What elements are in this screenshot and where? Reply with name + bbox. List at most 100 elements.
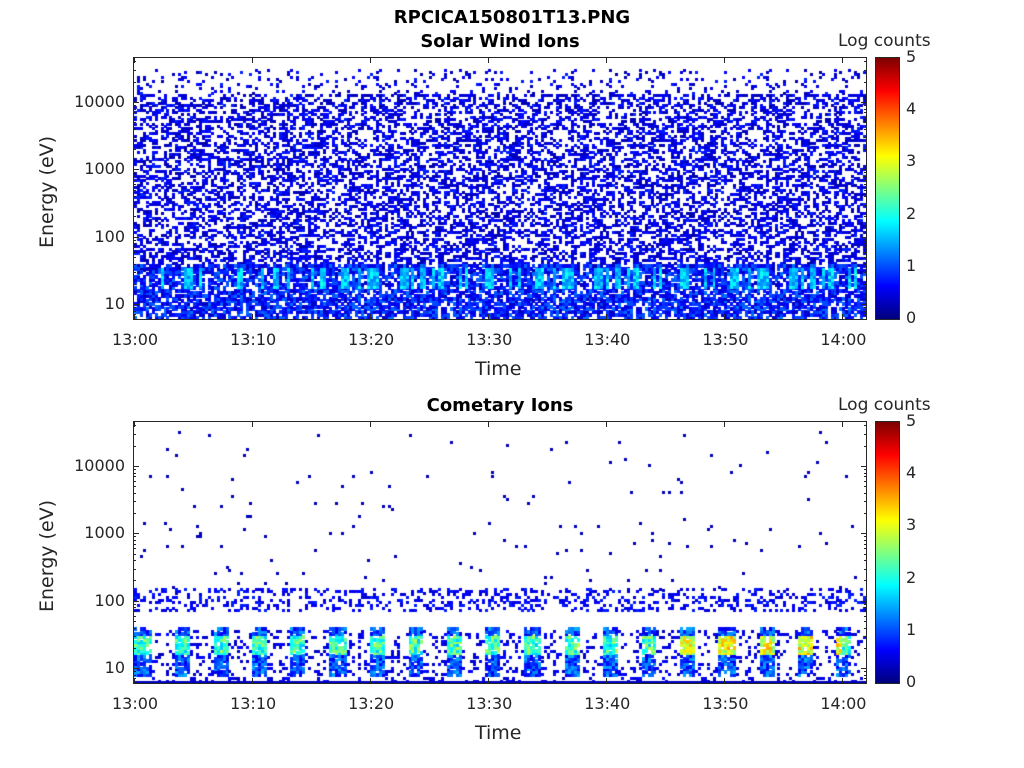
x-tick-label: 13:30 (466, 694, 513, 713)
y-tick-mark (864, 137, 867, 139)
y-tick-mark (864, 196, 867, 198)
y-tick-mark (133, 239, 136, 241)
y-tick-mark (133, 105, 136, 107)
x-tick-mark (252, 57, 254, 63)
y-tick-mark (864, 184, 867, 186)
x-tick-mark (842, 57, 844, 63)
x-tick-label: 13:40 (584, 694, 631, 713)
panel1-heatmap (134, 58, 866, 319)
y-tick-mark (864, 307, 867, 309)
y-tick-mark (864, 539, 867, 541)
y-tick-mark (133, 175, 136, 177)
x-tick-mark (370, 678, 372, 684)
x-tick-label: 13:40 (584, 330, 631, 349)
y-tick-mark (864, 469, 867, 471)
y-tick-mark (133, 425, 136, 427)
y-tick-mark (864, 179, 867, 181)
y-tick-mark (133, 465, 139, 467)
y-tick-mark (864, 69, 867, 71)
x-tick-mark (724, 314, 726, 320)
y-tick-mark (133, 683, 136, 684)
x-tick-mark (606, 57, 608, 63)
y-tick-mark (133, 304, 139, 306)
y-tick-mark (864, 108, 867, 110)
x-tick-label: 13:50 (702, 694, 749, 713)
y-tick-mark (133, 615, 136, 617)
y-tick-mark (133, 216, 136, 218)
y-tick-mark (864, 433, 867, 435)
x-tick-mark (842, 314, 844, 320)
panel2-plot-area (133, 421, 867, 684)
y-tick-mark (864, 251, 867, 253)
y-tick-mark (133, 600, 139, 602)
y-tick-mark (861, 101, 867, 103)
y-tick-mark (864, 310, 867, 312)
y-tick-mark (133, 271, 136, 273)
y-tick-mark (864, 149, 867, 151)
colorbar-tick-label: 2 (906, 203, 917, 223)
y-tick-mark (864, 271, 867, 273)
x-tick-mark (488, 314, 490, 320)
y-tick-mark (133, 189, 136, 191)
colorbar-tick-label: 3 (906, 151, 917, 171)
colorbar-tick-label: 0 (906, 308, 917, 327)
y-tick-mark (864, 501, 867, 503)
x-tick-label: 13:10 (230, 694, 277, 713)
y-tick-mark (133, 69, 136, 71)
y-tick-mark (133, 101, 139, 103)
y-tick-mark (133, 251, 136, 253)
y-tick-mark (133, 472, 136, 474)
y-tick-mark (133, 580, 136, 582)
y-tick-mark (864, 81, 867, 83)
y-tick-mark (133, 671, 136, 673)
y-tick-mark (133, 607, 136, 609)
y-tick-mark (864, 319, 867, 320)
x-tick-mark (842, 421, 844, 427)
y-tick-mark (133, 247, 136, 249)
panel1-colorbar (875, 57, 900, 320)
y-tick-mark (133, 314, 136, 316)
y-tick-mark (864, 256, 867, 258)
x-tick-mark (134, 314, 135, 320)
y-tick-mark (133, 560, 136, 562)
y-tick-mark (861, 668, 867, 670)
y-tick-mark (133, 668, 139, 670)
figure-title: RPCICA150801T13.PNG (393, 7, 631, 28)
x-tick-mark (724, 57, 726, 63)
y-tick-mark (133, 536, 136, 538)
y-tick-mark (133, 480, 136, 482)
y-tick-mark (864, 189, 867, 191)
y-tick-mark (864, 175, 867, 177)
y-tick-mark (864, 647, 867, 649)
y-tick-mark (864, 112, 867, 114)
y-tick-mark (133, 61, 136, 63)
panel1-plot-area (133, 57, 867, 320)
y-tick-mark (864, 486, 867, 488)
y-tick-mark (133, 283, 136, 285)
y-tick-mark (864, 671, 867, 673)
panel2-colorbar (875, 421, 900, 684)
y-tick-mark (864, 683, 867, 684)
x-tick-mark (134, 421, 135, 427)
y-tick-mark (133, 307, 136, 309)
y-tick-mark (133, 445, 136, 447)
x-tick-mark (724, 678, 726, 684)
y-tick-mark (861, 465, 867, 467)
x-tick-label: 14:00 (820, 330, 867, 349)
y-tick-mark (133, 243, 136, 245)
y-tick-mark (133, 674, 136, 676)
y-tick-mark (864, 247, 867, 249)
y-tick-mark (864, 263, 867, 265)
y-tick-mark (133, 476, 136, 478)
x-tick-mark (252, 314, 254, 320)
y-tick-mark (861, 304, 867, 306)
y-tick-mark (133, 553, 136, 555)
y-tick-mark (864, 472, 867, 474)
y-tick-mark (864, 568, 867, 570)
y-tick-mark (133, 501, 136, 503)
y-tick-mark (864, 635, 867, 637)
y-tick-mark (133, 433, 136, 435)
y-tick-mark (133, 263, 136, 265)
y-tick-mark (864, 513, 867, 515)
y-tick-mark (864, 674, 867, 676)
